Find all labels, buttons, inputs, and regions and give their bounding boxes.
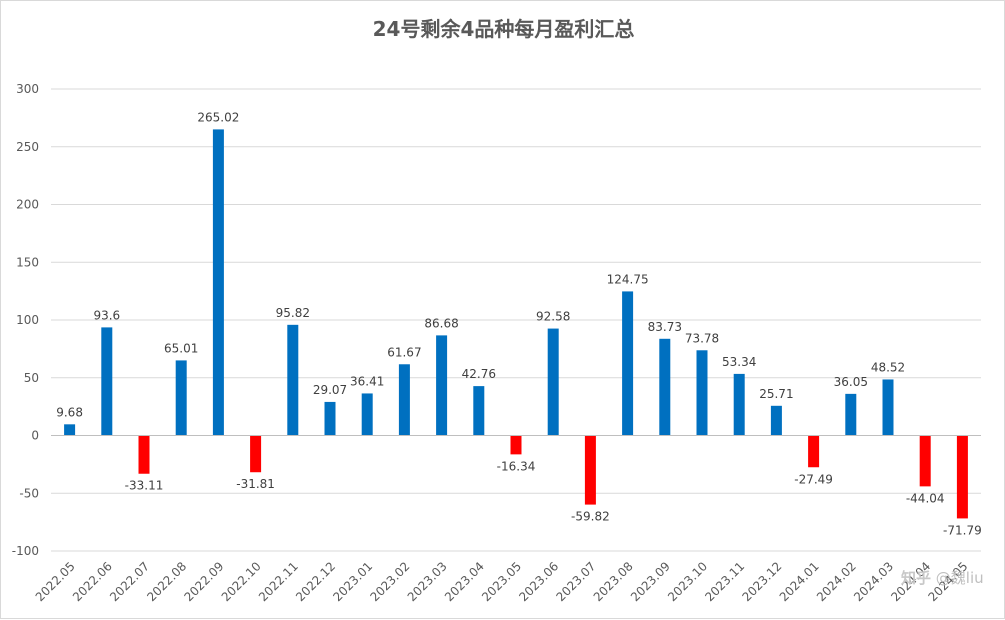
y-tick-label: -50 [19, 486, 39, 500]
y-tick-label: 150 [16, 255, 39, 269]
data-label: 48.52 [871, 360, 905, 374]
data-label: -59.82 [571, 510, 610, 524]
zhihu-logo-icon: 知乎 [901, 569, 932, 587]
x-tick-label: 2022.07 [107, 559, 152, 604]
bar [250, 435, 262, 473]
y-tick-label: 0 [31, 429, 39, 443]
bar [659, 338, 671, 436]
data-label: -44.04 [906, 491, 945, 505]
x-tick-label: 2023.02 [368, 559, 413, 604]
bar [547, 328, 559, 436]
bar [175, 360, 187, 436]
bar [696, 350, 708, 436]
x-tick-label: 2022.12 [293, 559, 338, 604]
data-label: 36.05 [834, 375, 868, 389]
data-label: 265.02 [197, 110, 239, 124]
bar [101, 327, 113, 436]
data-label: 93.6 [93, 308, 120, 322]
data-label: -16.34 [497, 459, 536, 473]
data-label: 65.01 [164, 341, 198, 355]
bar [287, 324, 299, 436]
bar [882, 379, 894, 436]
data-label: 124.75 [607, 272, 649, 286]
y-tick-label: 50 [24, 371, 39, 385]
y-tick-label: 250 [16, 140, 39, 154]
data-label: 95.82 [276, 306, 310, 320]
x-tick-label: 2022.10 [219, 559, 264, 604]
y-tick-label: 100 [16, 313, 39, 327]
data-label: 73.78 [685, 331, 719, 345]
data-label: 9.68 [56, 405, 83, 419]
data-label: 92.58 [536, 310, 570, 324]
data-label: -33.11 [125, 479, 164, 493]
y-tick-label: 200 [16, 198, 39, 212]
data-label: -27.49 [794, 472, 833, 486]
bar [510, 435, 522, 455]
bar [473, 386, 485, 436]
x-tick-label: 2023.08 [591, 559, 636, 604]
data-label: 83.73 [648, 320, 682, 334]
bar [361, 393, 373, 436]
chart-title: 24号剩余4品种每月盈利汇总 [372, 17, 635, 41]
bar [622, 291, 634, 436]
x-tick-label: 2023.09 [628, 559, 673, 604]
x-tick-label: 2023.05 [479, 559, 524, 604]
x-tick-label: 2024.01 [777, 559, 822, 604]
y-tick-label: -100 [12, 544, 39, 558]
bar [808, 435, 820, 468]
data-label: 61.67 [387, 345, 421, 359]
x-tick-label: 2023.06 [516, 559, 561, 604]
bar [956, 435, 968, 519]
x-tick-label: 2022.08 [144, 559, 189, 604]
bar [436, 335, 448, 436]
data-label: -71.79 [943, 523, 982, 537]
x-tick-label: 2022.11 [256, 559, 301, 604]
watermark: 知乎 @魏liu [901, 567, 984, 588]
bar [733, 373, 745, 436]
data-label: 42.76 [462, 367, 496, 381]
x-tick-label: 2023.10 [665, 559, 710, 604]
data-label: -31.81 [236, 477, 275, 491]
x-tick-label: 2022.09 [182, 559, 227, 604]
x-tick-label: 2024.02 [814, 559, 859, 604]
watermark-author: @魏liu [935, 569, 984, 587]
bar [770, 405, 782, 436]
x-tick-label: 2023.04 [442, 559, 487, 604]
bar [324, 401, 336, 436]
data-label: 25.71 [759, 387, 793, 401]
data-label: 36.41 [350, 374, 384, 388]
data-label: 86.68 [424, 316, 458, 330]
bar [845, 393, 857, 436]
bar [138, 435, 150, 474]
x-tick-label: 2023.03 [405, 559, 450, 604]
x-tick-label: 2023.01 [330, 559, 375, 604]
x-tick-label: 2022.05 [33, 559, 78, 604]
data-label: 29.07 [313, 383, 347, 397]
bar [398, 364, 410, 436]
x-tick-label: 2024.03 [851, 559, 896, 604]
x-tick-label: 2022.06 [70, 559, 115, 604]
x-tick-label: 2023.12 [740, 559, 785, 604]
bar [919, 435, 931, 487]
y-tick-label: 300 [16, 82, 39, 96]
bar [212, 129, 224, 436]
x-tick-label: 2023.11 [702, 559, 747, 604]
bar [584, 435, 596, 505]
x-tick-label: 2023.07 [554, 559, 599, 604]
bar [64, 424, 76, 436]
data-label: 53.34 [722, 355, 756, 369]
